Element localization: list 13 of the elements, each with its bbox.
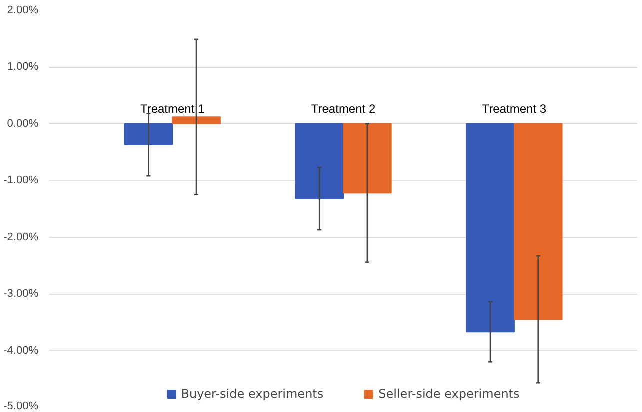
x-tick-label: Treatment 3 (482, 102, 547, 116)
y-tick-label: 1.00% (7, 61, 39, 74)
x-tick-label: Treatment 2 (311, 102, 376, 116)
y-tick-label: -5.00% (4, 400, 39, 412)
legend-label: Seller-side experiments (378, 387, 520, 401)
y-tick-label: 0.00% (7, 118, 39, 130)
y-tick-label: -3.00% (4, 288, 39, 300)
y-tick-label: -4.00% (4, 344, 39, 357)
y-tick-label: -2.00% (4, 231, 39, 244)
x-tick-label: Treatment 1 (140, 102, 206, 116)
y-tick-label: -1.00% (4, 174, 39, 187)
y-tick-label: 2.00% (7, 4, 39, 16)
legend-label: Buyer-side experiments (181, 387, 324, 401)
